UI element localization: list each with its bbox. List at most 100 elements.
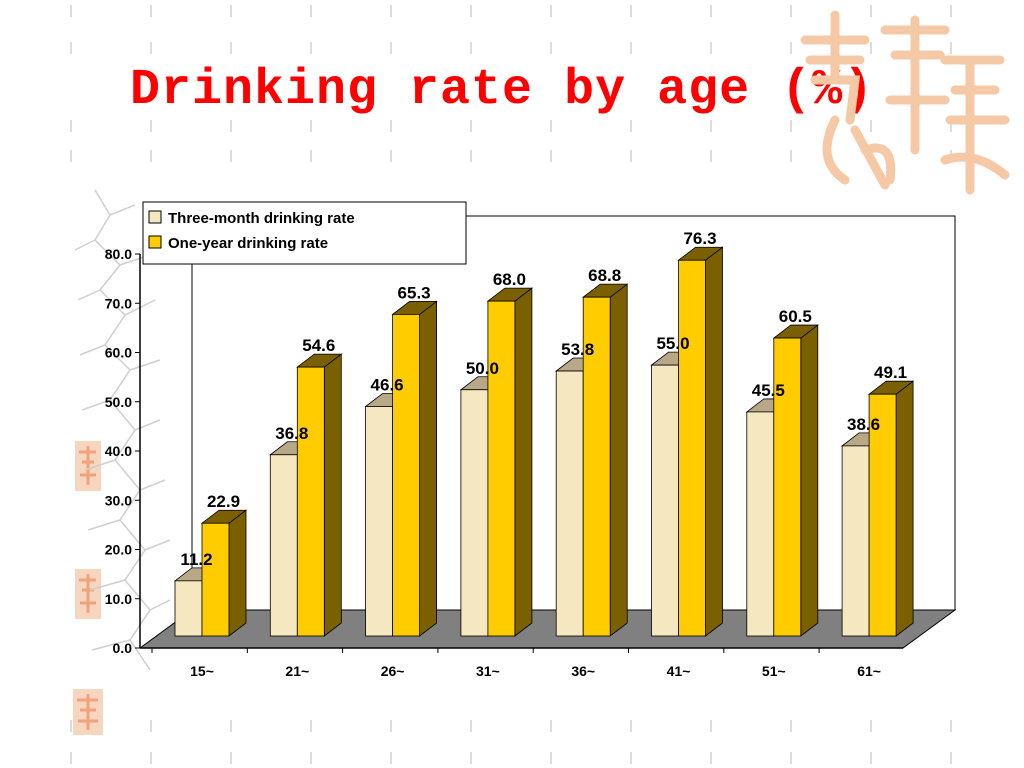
background-tick <box>310 5 312 17</box>
background-tick <box>390 120 392 132</box>
background-tick <box>310 752 312 764</box>
background-tick <box>230 752 232 764</box>
background-tick <box>710 150 712 162</box>
background-tick <box>70 5 72 17</box>
background-tick <box>230 720 232 732</box>
background-tick <box>390 42 392 54</box>
y-tick-label: 50.0 <box>105 394 132 410</box>
bar-three-month <box>269 454 298 637</box>
background-tick <box>470 752 472 764</box>
calligraphy-watermark-icon <box>800 10 1010 195</box>
background-tick <box>950 5 952 17</box>
x-tick-label: 26~ <box>381 663 405 679</box>
background-tick <box>230 42 232 54</box>
bar-side-one-year <box>323 353 342 637</box>
background-tick <box>150 5 152 17</box>
y-tick-label: 20.0 <box>105 542 132 558</box>
background-tick <box>630 720 632 732</box>
background-tick <box>70 752 72 764</box>
bar-three-month <box>555 370 584 637</box>
bar-three-month <box>174 580 203 637</box>
bar-three-month <box>746 411 775 637</box>
background-tick <box>870 720 872 732</box>
y-tick-label: 40.0 <box>105 443 132 459</box>
y-tick-label: 30.0 <box>105 492 132 508</box>
data-label-one-year: 60.5 <box>779 307 812 326</box>
data-label-one-year: 65.3 <box>398 283 431 302</box>
background-tick <box>950 720 952 732</box>
background-tick <box>70 120 72 132</box>
background-tick <box>710 5 712 17</box>
background-tick <box>150 120 152 132</box>
background-tick <box>790 5 792 17</box>
background-tick <box>710 752 712 764</box>
data-label-three-month: 53.8 <box>561 340 594 359</box>
bar-one-year <box>678 259 706 637</box>
bar-three-month <box>460 389 489 637</box>
legend-label-one-year: One-year drinking rate <box>168 235 328 252</box>
data-label-one-year: 76.3 <box>683 229 716 248</box>
bar-one-year <box>582 296 611 637</box>
data-label-three-month: 50.0 <box>466 359 499 378</box>
background-tick <box>550 42 552 54</box>
background-tick <box>310 120 312 132</box>
background-tick <box>390 150 392 162</box>
bar-side-one-year <box>609 283 628 637</box>
background-tick <box>710 42 712 54</box>
background-tick <box>470 5 472 17</box>
background-tick <box>870 5 872 17</box>
bar-one-year <box>773 337 802 637</box>
legend-swatch-three-month <box>148 210 162 224</box>
background-tick <box>950 752 952 764</box>
bar-one-year <box>868 393 897 637</box>
background-tick <box>550 752 552 764</box>
bar-one-year <box>296 366 325 637</box>
legend-swatch-one-year <box>148 235 162 249</box>
background-tick <box>70 720 72 732</box>
seal-stamp-icon <box>75 569 101 619</box>
bar-three-month <box>365 406 394 637</box>
background-tick <box>950 42 952 54</box>
background-tick <box>870 42 872 54</box>
background-tick <box>310 720 312 732</box>
background-tick <box>150 150 152 162</box>
y-tick-label: 80.0 <box>105 246 132 262</box>
background-tick <box>310 150 312 162</box>
x-tick-label: 21~ <box>285 663 309 679</box>
data-label-one-year: 22.9 <box>207 492 240 511</box>
plot-floor <box>138 609 957 649</box>
data-label-three-month: 45.5 <box>752 381 785 400</box>
x-tick-label: 51~ <box>762 663 786 679</box>
background-tick <box>390 5 392 17</box>
background-tick <box>550 150 552 162</box>
background-tick <box>470 720 472 732</box>
data-label-three-month: 38.6 <box>847 415 880 434</box>
data-label-one-year: 68.0 <box>493 270 526 289</box>
background-tick <box>310 42 312 54</box>
background-tick <box>710 120 712 132</box>
x-tick-label: 31~ <box>476 663 500 679</box>
background-tick <box>70 150 72 162</box>
background-tick <box>790 120 792 132</box>
data-label-three-month: 55.0 <box>656 334 689 353</box>
data-label-three-month: 46.6 <box>371 375 404 394</box>
bar-one-year <box>487 300 516 637</box>
background-tick <box>150 752 152 764</box>
background-tick <box>390 720 392 732</box>
background-tick <box>790 720 792 732</box>
x-tick-label: 15~ <box>190 663 214 679</box>
bar-side-one-year <box>800 324 819 637</box>
data-label-one-year: 54.6 <box>302 336 335 355</box>
background-tick <box>790 150 792 162</box>
bar-three-month <box>651 364 679 637</box>
slide-title: Drinking rate by age (%) <box>130 62 875 119</box>
background-tick <box>550 5 552 17</box>
legend-label-three-month: Three-month drinking rate <box>168 210 355 227</box>
bar-side-one-year <box>419 300 438 637</box>
background-tick <box>150 42 152 54</box>
background-tick <box>630 5 632 17</box>
bar-side-one-year <box>895 380 914 637</box>
bar-one-year <box>392 313 421 637</box>
background-tick <box>630 150 632 162</box>
background-tick <box>710 720 712 732</box>
